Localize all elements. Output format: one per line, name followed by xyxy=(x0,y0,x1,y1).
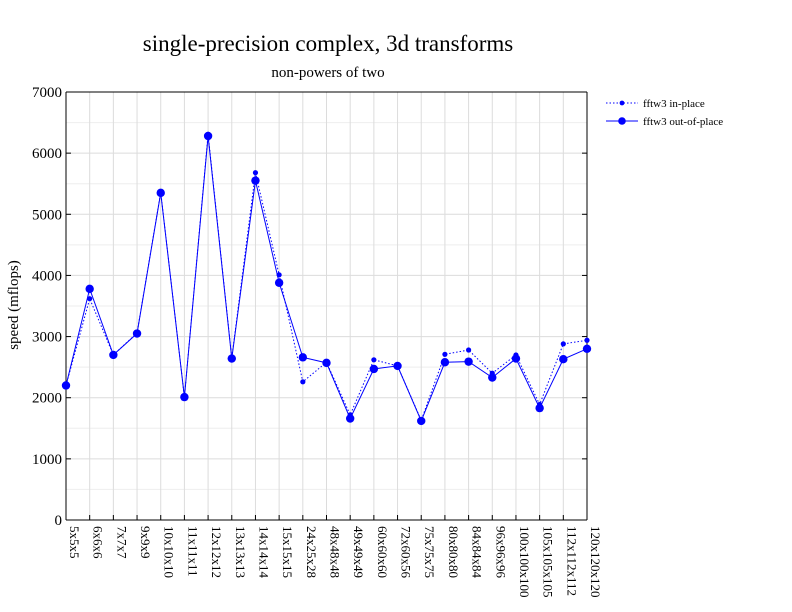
data-point xyxy=(252,170,259,176)
data-point xyxy=(582,344,592,353)
data-point xyxy=(156,188,165,198)
x-tick-label: 14x14x14 xyxy=(256,526,271,579)
x-tick-label: 48x48x48 xyxy=(328,526,343,578)
x-tick-label: 60x60x60 xyxy=(375,526,390,578)
data-point xyxy=(442,351,448,357)
data-point xyxy=(369,364,379,374)
series-lines xyxy=(61,131,592,426)
data-point xyxy=(345,414,355,423)
x-tick-label: 15x15x15 xyxy=(280,526,295,578)
x-tick-label: 7x7x7 xyxy=(114,526,129,559)
x-tick-label: 84x84x84 xyxy=(470,526,485,579)
data-point xyxy=(87,296,93,302)
series-1 xyxy=(61,131,592,426)
x-tick-label: 96x96x96 xyxy=(493,526,508,579)
data-point xyxy=(440,358,450,367)
x-tick-label: 105x105x105 xyxy=(541,526,556,598)
x-tick-label: 5x5x5 xyxy=(67,526,82,559)
y-tick-label: 3000 xyxy=(32,330,62,346)
legend-label: fftw3 out-of-place xyxy=(643,116,723,128)
data-point xyxy=(393,361,402,371)
data-point xyxy=(371,357,377,363)
grid-lines xyxy=(65,91,588,521)
x-tick-label: 9x9x9 xyxy=(138,526,153,559)
x-tick-label: 10x10x10 xyxy=(162,526,177,578)
data-point xyxy=(488,373,497,382)
y-tick-label: 5000 xyxy=(32,207,62,223)
y-tick-label: 6000 xyxy=(32,146,62,162)
data-point xyxy=(180,392,189,402)
x-tick-label: 120x120x120 xyxy=(588,526,603,598)
data-point xyxy=(132,329,142,338)
data-point xyxy=(535,403,544,413)
data-point xyxy=(417,416,426,426)
data-point xyxy=(251,176,260,185)
axes xyxy=(65,91,588,521)
data-point xyxy=(300,379,306,385)
data-point xyxy=(559,354,568,364)
y-tick-labels: 0 1000 2000 3000 4000 5000 6000 7000 xyxy=(32,85,62,529)
data-point xyxy=(109,350,118,360)
legend-marker xyxy=(619,100,625,106)
x-tick-label: 49x49x49 xyxy=(351,526,366,578)
x-tick-label: 72x60x56 xyxy=(399,526,414,579)
data-point xyxy=(584,337,590,343)
chart-subtitle: non-powers of two xyxy=(271,65,384,81)
data-point xyxy=(465,347,472,353)
legend-marker xyxy=(618,117,626,125)
data-point xyxy=(85,284,94,294)
y-tick-label: 2000 xyxy=(32,391,62,407)
data-point xyxy=(274,278,284,287)
x-tick-label: 75x75x75 xyxy=(422,526,437,578)
legend-label: fftw3 in-place xyxy=(643,98,705,110)
legend: fftw3 in-place fftw3 out-of-place xyxy=(606,98,723,128)
x-tick-label: 24x25x28 xyxy=(304,526,319,578)
x-tick-labels: 5x5x5 6x6x6 7x7x7 9x9x9 10x10x10 11x11x11 12x1… xyxy=(67,526,603,598)
data-point xyxy=(464,357,473,366)
y-axis-label: speed (mflops) xyxy=(6,260,22,350)
data-point xyxy=(203,131,213,141)
data-point xyxy=(322,358,331,368)
x-tick-label: 12x12x12 xyxy=(209,526,224,578)
x-tick-label: 11x11x11 xyxy=(185,526,200,577)
x-tick-label: 13x13x13 xyxy=(233,526,248,578)
x-tick-label: 112x112x112 xyxy=(564,526,579,596)
y-tick-label: 4000 xyxy=(32,268,62,284)
y-tick-label: 0 xyxy=(55,513,63,529)
y-tick-label: 1000 xyxy=(32,452,62,468)
x-tick-label: 80x80x80 xyxy=(446,526,461,578)
x-tick-label: 6x6x6 xyxy=(91,526,106,559)
data-point xyxy=(298,353,308,362)
chart-title: single-precision complex, 3d transforms xyxy=(143,31,514,56)
data-point xyxy=(227,354,236,363)
y-tick-label: 7000 xyxy=(32,85,62,101)
x-tick-label: 100x100x100 xyxy=(517,526,532,598)
data-point xyxy=(61,381,71,390)
data-point xyxy=(560,341,566,347)
data-point xyxy=(511,354,521,363)
